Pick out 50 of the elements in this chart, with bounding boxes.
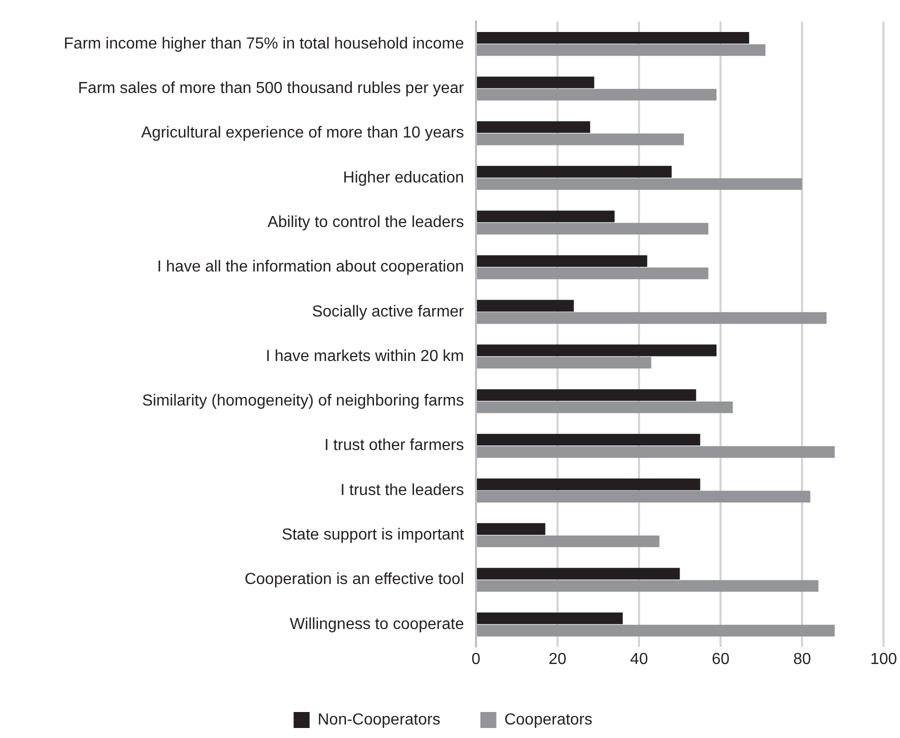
- x-tick-label: 80: [793, 650, 812, 668]
- y-tick-label: Farm sales of more than 500 thousand rubles per year: [78, 80, 465, 97]
- y-tick-label: Higher education: [343, 169, 464, 186]
- y-tick-label: Ability to control the leaders: [267, 214, 464, 231]
- y-tick-label: Willingness to cooperate: [290, 616, 464, 633]
- bar: [477, 401, 733, 414]
- y-tick-label: Cooperation is an effective tool: [244, 571, 464, 588]
- bar: [477, 134, 684, 146]
- bar: [477, 344, 717, 356]
- bar: [477, 389, 696, 401]
- x-tick-label: 40: [630, 650, 648, 668]
- y-tick-label: I trust the leaders: [340, 482, 464, 499]
- bar: [477, 446, 835, 458]
- bar: [477, 478, 700, 490]
- legend-label: Cooperators: [504, 711, 592, 728]
- y-tick-label: I have markets within 20 km: [266, 348, 464, 365]
- x-tick-label: 60: [712, 650, 730, 668]
- bar: [477, 121, 590, 133]
- bar: [477, 268, 708, 280]
- bar: [477, 76, 594, 88]
- bar: [477, 44, 766, 56]
- bar: [477, 255, 648, 267]
- bar: [477, 312, 827, 324]
- y-tick-label: I trust other farmers: [324, 437, 464, 454]
- bar: [477, 178, 802, 190]
- y-tick-label: Farm income higher than 75% in total household income: [64, 35, 464, 52]
- x-tick-label: 20: [548, 650, 567, 668]
- bar: [477, 434, 700, 446]
- y-tick-label: I have all the information about cooperation: [157, 258, 464, 276]
- bar: [477, 580, 818, 592]
- bar: [477, 222, 708, 235]
- bar: [477, 356, 652, 369]
- bar: [477, 535, 660, 548]
- bar: [477, 568, 680, 580]
- y-tick-label: Socially active farmer: [312, 303, 465, 320]
- bar: [477, 624, 835, 636]
- legend-label: Non-Cooperators: [318, 711, 440, 728]
- bar: [477, 32, 750, 44]
- bar: [477, 88, 717, 101]
- bar: [477, 612, 623, 624]
- y-tick-label: Agricultural experience of more than 10 years: [141, 124, 464, 142]
- y-tick-label: Similarity (homogeneity) of neighboring farms: [142, 392, 464, 410]
- bar: [477, 210, 615, 222]
- x-tick-label: 100: [870, 650, 898, 668]
- bar: [477, 300, 574, 312]
- x-tick-label: 0: [472, 650, 481, 668]
- bar: [477, 523, 546, 535]
- y-tick-label: State support is important: [282, 526, 465, 544]
- bar: [477, 490, 810, 502]
- bar: [477, 166, 672, 178]
